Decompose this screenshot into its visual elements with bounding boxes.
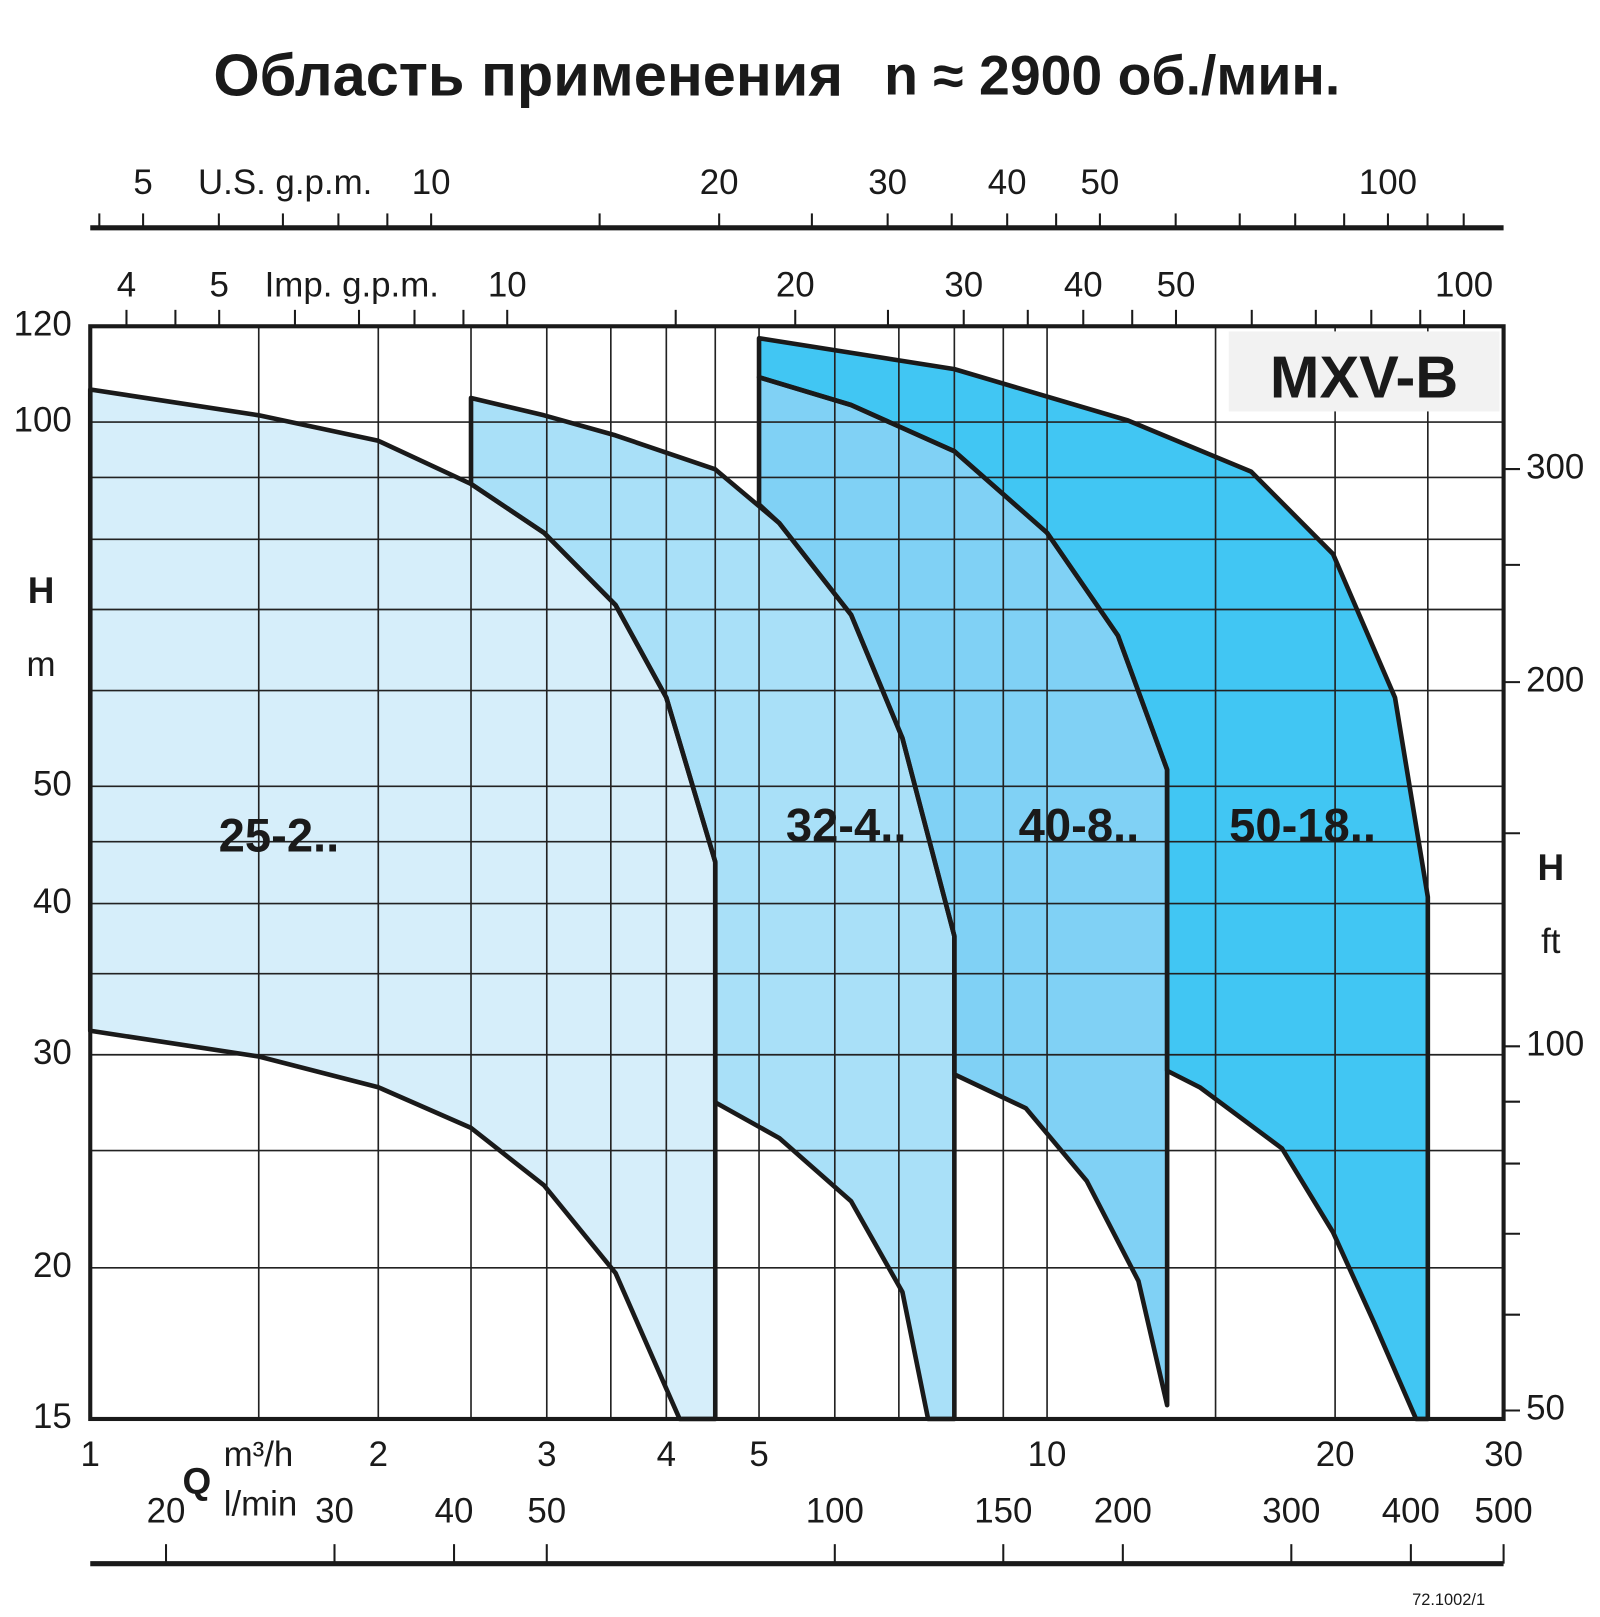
top-tick-label: 30: [868, 163, 907, 202]
bottom-tick-label: 50: [527, 1492, 566, 1531]
bottom-tick-label: 150: [974, 1492, 1032, 1531]
bottom-tick-label: 40: [435, 1492, 474, 1531]
x-unit: m³/h: [224, 1435, 294, 1474]
y-tick-label: 40: [33, 882, 72, 921]
top-tick-label: 5: [209, 265, 228, 304]
y-unit: m: [27, 645, 56, 684]
y-tick-label: 50: [33, 765, 72, 804]
chart-subtitle: n ≈ 2900 об./мин.: [884, 45, 1340, 107]
top-tick-label: 40: [988, 163, 1027, 202]
top-tick-label: 20: [776, 265, 815, 304]
top-tick-label: 30: [944, 265, 983, 304]
bottom-tick-label: 300: [1262, 1492, 1320, 1531]
bottom-tick-label: 100: [806, 1492, 864, 1531]
top-tick-label: 100: [1359, 163, 1417, 202]
top-tick-label: 50: [1081, 163, 1120, 202]
region-fill: [471, 397, 955, 1419]
x-tick-label: 5: [749, 1435, 768, 1474]
y2-unit: ft: [1541, 922, 1561, 961]
bottom-tick-label: 500: [1475, 1492, 1533, 1531]
region-outline: [468, 395, 957, 1422]
y-label: H: [28, 570, 55, 611]
region-label: 40-8..: [1019, 798, 1140, 851]
plot-frame: [88, 324, 1506, 1422]
y2-tick-label: 300: [1526, 447, 1584, 486]
y2-tick-label: 200: [1526, 660, 1584, 699]
bottom-tick-label: 200: [1094, 1492, 1152, 1531]
x-tick-label: 2: [369, 1435, 388, 1474]
y-tick-label: 15: [33, 1397, 72, 1436]
top-tick-label: 10: [412, 163, 451, 202]
top-tick-label: 4: [117, 265, 136, 304]
y2-label: H: [1537, 847, 1564, 888]
region-label: 32-4..: [786, 798, 907, 851]
y-tick-label: 20: [33, 1246, 72, 1285]
x-label: Q: [183, 1460, 212, 1501]
outlines: [87, 335, 1431, 1422]
y2-tick-label: 100: [1526, 1025, 1584, 1064]
x-tick-label: 4: [657, 1435, 676, 1474]
x-tick-label: 10: [1028, 1435, 1067, 1474]
top-tick-label: 5: [133, 163, 152, 202]
top-axis-label: U.S. g.p.m.: [198, 163, 372, 202]
region-label: 25-2..: [219, 809, 340, 862]
bottom-axis-label: l/min: [224, 1484, 298, 1523]
x-tick-label: 3: [537, 1435, 556, 1474]
bottom-tick-label: 30: [315, 1492, 354, 1531]
x-tick-label: 1: [81, 1435, 100, 1474]
region-label: 50-18..: [1229, 798, 1376, 851]
chart-title: Область применения: [213, 42, 843, 109]
top-tick-label: 10: [488, 265, 527, 304]
x-tick-label: 20: [1316, 1435, 1355, 1474]
region-outline: [756, 335, 1431, 1422]
bottom-tick-label: 20: [147, 1492, 186, 1531]
top-tick-label: 100: [1435, 265, 1493, 304]
x-tick-label: 30: [1484, 1435, 1523, 1474]
y2-tick-label: 50: [1526, 1389, 1565, 1428]
badge: MXV-B: [1270, 343, 1458, 410]
y-tick-label: 120: [14, 304, 72, 343]
badge-box: [1228, 331, 1500, 412]
y-tick-label: 30: [33, 1033, 72, 1072]
note: 72.1002/1: [1412, 1591, 1485, 1609]
y-tick-label: 100: [14, 400, 72, 439]
top-axis-label: Imp. g.p.m.: [265, 265, 439, 304]
bottom-tick-label: 400: [1382, 1492, 1440, 1531]
top-tick-label: 50: [1157, 265, 1196, 304]
top-tick-label: 40: [1064, 265, 1103, 304]
region-fill: [759, 338, 1428, 1419]
top-tick-label: 20: [700, 163, 739, 202]
